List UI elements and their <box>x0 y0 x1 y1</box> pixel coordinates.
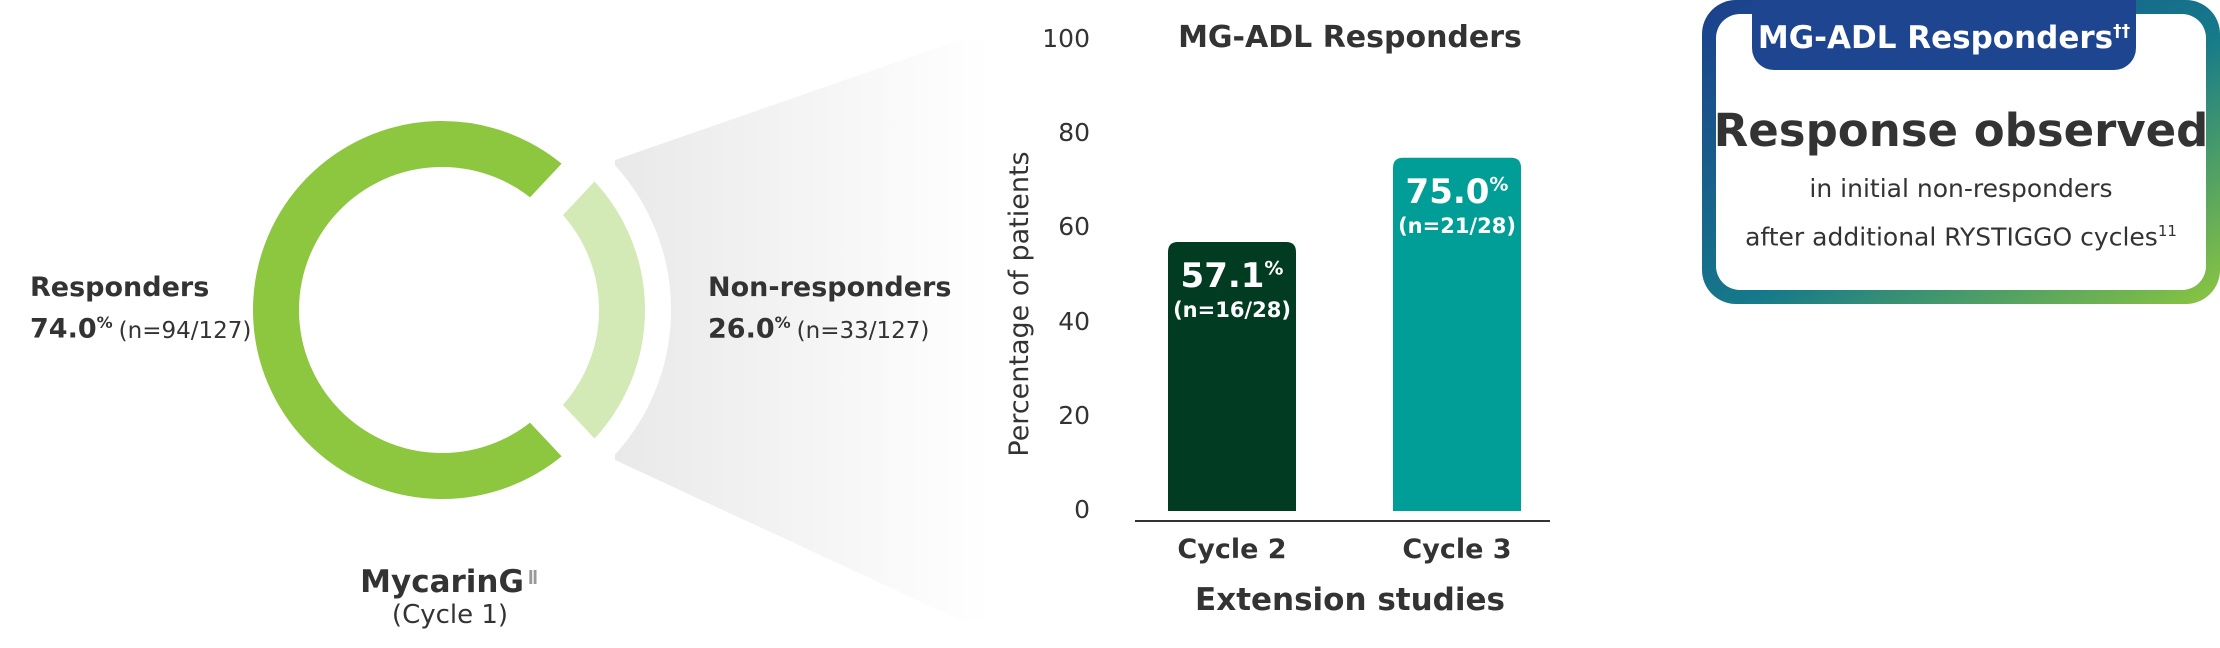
study-name: MycarinG <box>360 564 524 600</box>
study-cycle: (Cycle 1) <box>391 600 509 630</box>
bar-value-unit: % <box>1489 173 1509 196</box>
callout-tab-title: MG-ADL Responders <box>1757 20 2114 56</box>
responders-unit: % <box>96 313 113 332</box>
bar-value: 75.0% <box>1405 171 1509 212</box>
bar-cycle-3 <box>1393 157 1521 511</box>
bar-n-label: (n=21/28) <box>1398 213 1516 238</box>
bar-value-label: 75.0% (n=21/28) <box>1357 172 1557 238</box>
callout-headline: Response observed <box>1713 104 2209 157</box>
funnel-shape <box>615 40 990 620</box>
responders-heading: Responders <box>30 272 210 303</box>
non-responders-unit: % <box>774 313 791 332</box>
bar-value-unit: % <box>1264 257 1284 280</box>
non-responders-n: (n=33/127) <box>796 317 930 344</box>
callout-line-1: in initial non-responders <box>1809 174 2113 203</box>
non-responders-percent: 26.0 <box>708 313 775 345</box>
study-footnote-marker: ǁ <box>527 566 540 585</box>
bar-n-label: (n=16/28) <box>1173 298 1291 323</box>
callout-reference: 11 <box>2157 222 2177 240</box>
bar-chart-title: MG-ADL Responders <box>1178 20 1522 55</box>
x-category-label: Cycle 3 <box>1402 534 1512 565</box>
y-tick-label: 20 <box>1058 400 1090 430</box>
callout-line-2: after additional RYSTIGGO cycles <box>1745 222 2158 252</box>
callout-body: in initial non-responders after addition… <box>1702 168 2220 258</box>
x-axis-label: Extension studies <box>1195 582 1505 618</box>
bar-value: 57.1% <box>1180 256 1284 297</box>
bar-cycle-2 <box>1168 242 1296 511</box>
responders-n: (n=94/127) <box>118 317 252 344</box>
callout-box: MG-ADL Responders†† Response observed in… <box>1702 0 2220 304</box>
callout-tab-marker: †† <box>2113 21 2131 42</box>
y-tick-label: 40 <box>1058 306 1090 336</box>
responders-percent: 74.0 <box>30 313 97 345</box>
non-responders-heading: Non-responders <box>708 272 952 303</box>
non-responders-value: 26.0% (n=33/127) <box>708 313 951 345</box>
responders-label: Responders 74.0% (n=94/127) <box>30 272 251 345</box>
y-tick-label: 0 <box>1074 495 1090 524</box>
non-responders-label: Non-responders 26.0% (n=33/127) <box>708 272 951 345</box>
x-category-label: Cycle 2 <box>1177 534 1287 565</box>
bar-value-label: 57.1% (n=16/28) <box>1132 256 1332 322</box>
pie-slice-non-responders <box>531 149 671 471</box>
y-tick-label: 80 <box>1058 118 1090 148</box>
pie-slice-responders <box>227 95 594 525</box>
y-tick-label: 100 <box>1042 24 1090 53</box>
responders-value: 74.0% (n=94/127) <box>30 313 251 345</box>
study-label: MycarinG ǁ (Cycle 1) <box>300 564 600 630</box>
callout-tab: MG-ADL Responders†† <box>1752 0 2136 70</box>
y-tick-label: 60 <box>1058 212 1090 242</box>
